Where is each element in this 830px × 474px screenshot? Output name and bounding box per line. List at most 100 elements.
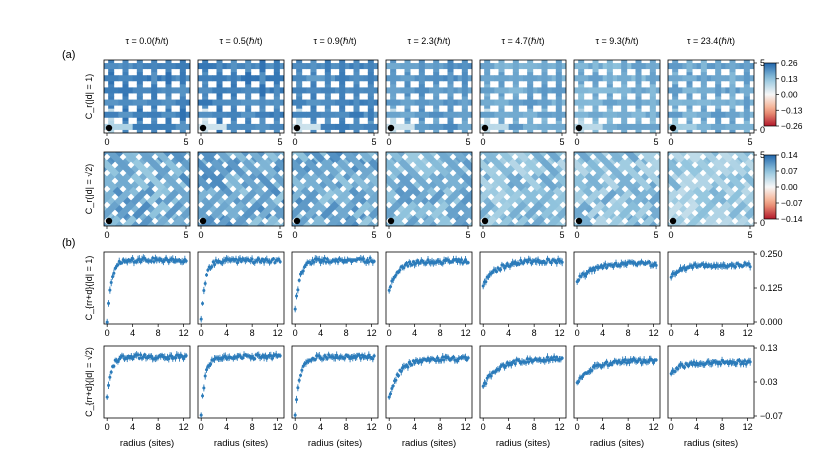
heat-cell — [198, 172, 212, 192]
column-title: τ = 23.4(ℏ/t) — [687, 36, 735, 46]
heat-cell — [649, 96, 656, 110]
heat-cell — [512, 60, 519, 73]
heat-cell — [508, 111, 524, 118]
data-point — [652, 264, 656, 268]
heat-cell — [107, 229, 126, 248]
heat-cell — [104, 152, 106, 164]
heat-cell — [242, 200, 262, 220]
data-point — [203, 374, 207, 378]
heat-cell — [729, 96, 736, 110]
heat-cell — [447, 96, 454, 110]
heat-cell — [541, 72, 548, 85]
heat-cell — [501, 229, 520, 248]
heat-cell — [349, 123, 365, 130]
x-tick-label: 8 — [438, 422, 443, 432]
data-point — [446, 355, 450, 359]
heat-cell — [649, 72, 656, 85]
data-point — [635, 360, 639, 364]
heat-cell — [728, 200, 748, 220]
heat-cell — [443, 111, 459, 118]
origin-marker — [387, 124, 395, 132]
x-tick-label: 12 — [649, 328, 659, 338]
data-point — [426, 258, 430, 262]
y-tick-label: 0.000 — [760, 317, 783, 327]
heat-cell — [742, 186, 754, 206]
panel-frame — [197, 151, 285, 227]
data-point — [614, 359, 618, 363]
data-point — [737, 358, 741, 362]
data-point — [241, 356, 245, 360]
heat-cell — [512, 229, 531, 248]
data-point — [712, 263, 716, 267]
x-tick-label: 8 — [250, 422, 255, 432]
heat-cell — [668, 152, 686, 164]
data-point — [615, 361, 619, 365]
heat-cell — [815, 130, 830, 149]
scatter-panel: 0 4 8 12 — [385, 345, 473, 432]
heat-cell — [104, 158, 120, 178]
heat-cell — [273, 108, 280, 122]
data-point — [497, 368, 501, 372]
row-label: C_{rr+d}(|d| = 1) — [84, 256, 94, 321]
x-tick-label: 0 — [198, 230, 203, 240]
x-tick-label: 12 — [555, 328, 565, 338]
data-point — [512, 359, 516, 363]
x-tick-label: 0 — [481, 328, 486, 338]
x-tick-label: 5 — [559, 230, 564, 240]
heat-cell — [526, 229, 545, 248]
heat-cell — [618, 200, 638, 220]
heat-cell — [8, 229, 27, 248]
data-point — [744, 362, 748, 366]
heat-cell — [726, 172, 746, 192]
heat-cell — [480, 158, 496, 178]
row-labels: C_r(|d| = 1) C_r(|d| = √2) C_{rr+d}(|d| = … — [84, 74, 94, 417]
heat-cell — [595, 229, 614, 248]
data-point — [296, 288, 300, 292]
heat-cell — [227, 214, 248, 226]
data-point — [211, 260, 215, 264]
data-point — [250, 257, 254, 261]
data-point — [257, 257, 261, 261]
data-point — [593, 268, 597, 272]
heat-cell — [540, 200, 560, 220]
x-tick-label: 5 — [183, 230, 188, 240]
heat-cell — [165, 72, 172, 85]
y-tick-label: 0.250 — [760, 249, 783, 259]
heat-cell — [588, 99, 604, 106]
heat-cell — [635, 72, 642, 85]
heat-cell — [306, 99, 322, 106]
heat-cell — [335, 99, 350, 106]
heat-cell — [327, 229, 346, 248]
heat-cell — [292, 186, 306, 206]
heat-cell — [132, 99, 148, 106]
x-tick-label: 4 — [318, 328, 323, 338]
heat-cell — [430, 200, 450, 220]
heat-cell — [574, 111, 589, 118]
heat-cell — [386, 87, 401, 94]
x-axis-label: radius (sites) — [402, 438, 456, 449]
heat-cell — [711, 111, 726, 118]
heat-cell — [56, 130, 75, 149]
heat-cell — [151, 60, 158, 73]
data-point — [481, 384, 485, 388]
data-point — [321, 357, 325, 361]
heat-cell — [499, 229, 518, 248]
x-tick-label: 12 — [367, 422, 377, 432]
heat-cell — [120, 229, 139, 248]
heat-cell — [198, 99, 213, 106]
heat-cell — [367, 84, 374, 97]
data-point — [131, 257, 135, 261]
heat-cell — [136, 60, 143, 73]
data-point — [367, 260, 371, 264]
data-point — [618, 264, 622, 268]
data-point — [553, 358, 557, 362]
heat-cell — [292, 99, 307, 106]
heat-cell — [542, 229, 561, 248]
heat-cell — [523, 123, 538, 130]
heat-cell — [386, 186, 400, 206]
data-point — [703, 265, 707, 269]
data-point — [521, 261, 525, 265]
panel-frame — [197, 59, 285, 134]
